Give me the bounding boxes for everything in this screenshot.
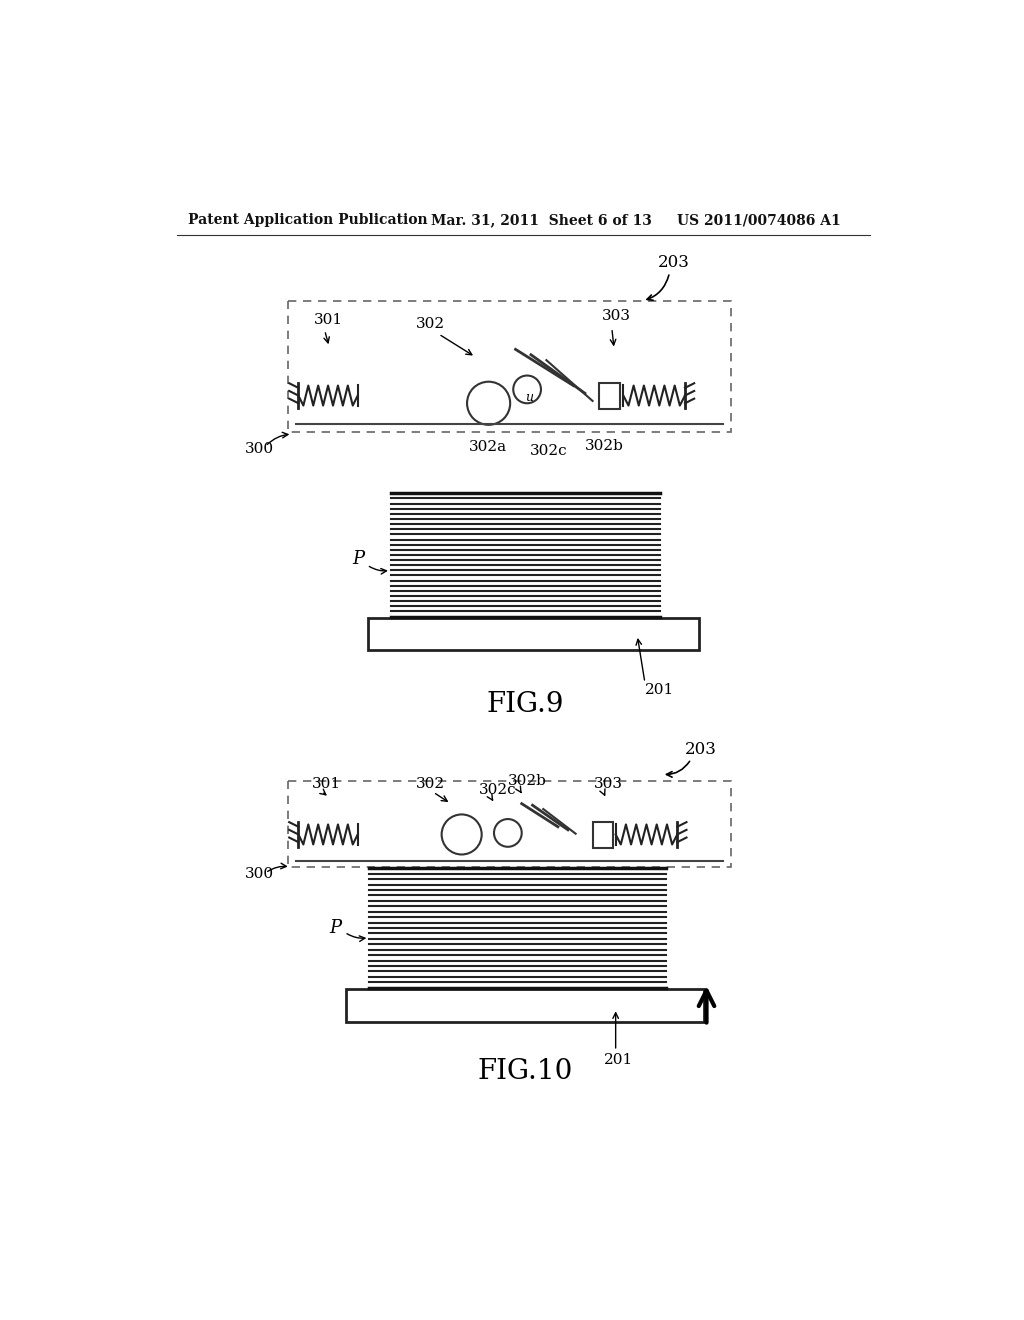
- Text: 201: 201: [645, 684, 674, 697]
- Bar: [368, 618, 698, 651]
- Text: 300: 300: [245, 867, 273, 882]
- Text: Mar. 31, 2011  Sheet 6 of 13: Mar. 31, 2011 Sheet 6 of 13: [431, 213, 651, 227]
- Text: 302a: 302a: [469, 440, 508, 454]
- Text: P: P: [330, 920, 341, 937]
- Text: FIG.9: FIG.9: [486, 690, 563, 718]
- Text: 302b: 302b: [508, 774, 547, 788]
- Bar: [346, 989, 705, 1022]
- Bar: [593, 822, 612, 849]
- Text: 203: 203: [685, 742, 717, 758]
- Text: 303: 303: [602, 309, 631, 323]
- Text: Patent Application Publication: Patent Application Publication: [188, 213, 428, 227]
- Text: P: P: [352, 550, 365, 568]
- Text: 301: 301: [313, 313, 343, 327]
- Bar: [599, 383, 621, 409]
- Text: 302b: 302b: [585, 438, 624, 453]
- Text: 301: 301: [311, 776, 341, 791]
- Text: 302c: 302c: [479, 783, 517, 797]
- Text: 203: 203: [658, 253, 690, 271]
- Text: US 2011/0074086 A1: US 2011/0074086 A1: [677, 213, 841, 227]
- Text: u: u: [525, 391, 534, 404]
- Text: 300: 300: [245, 442, 273, 457]
- Text: 303: 303: [594, 776, 623, 791]
- Text: 201: 201: [604, 1053, 634, 1067]
- Text: FIG.10: FIG.10: [477, 1059, 572, 1085]
- Text: 302: 302: [416, 776, 444, 791]
- Text: 302: 302: [416, 317, 444, 331]
- Text: 302c: 302c: [529, 444, 567, 458]
